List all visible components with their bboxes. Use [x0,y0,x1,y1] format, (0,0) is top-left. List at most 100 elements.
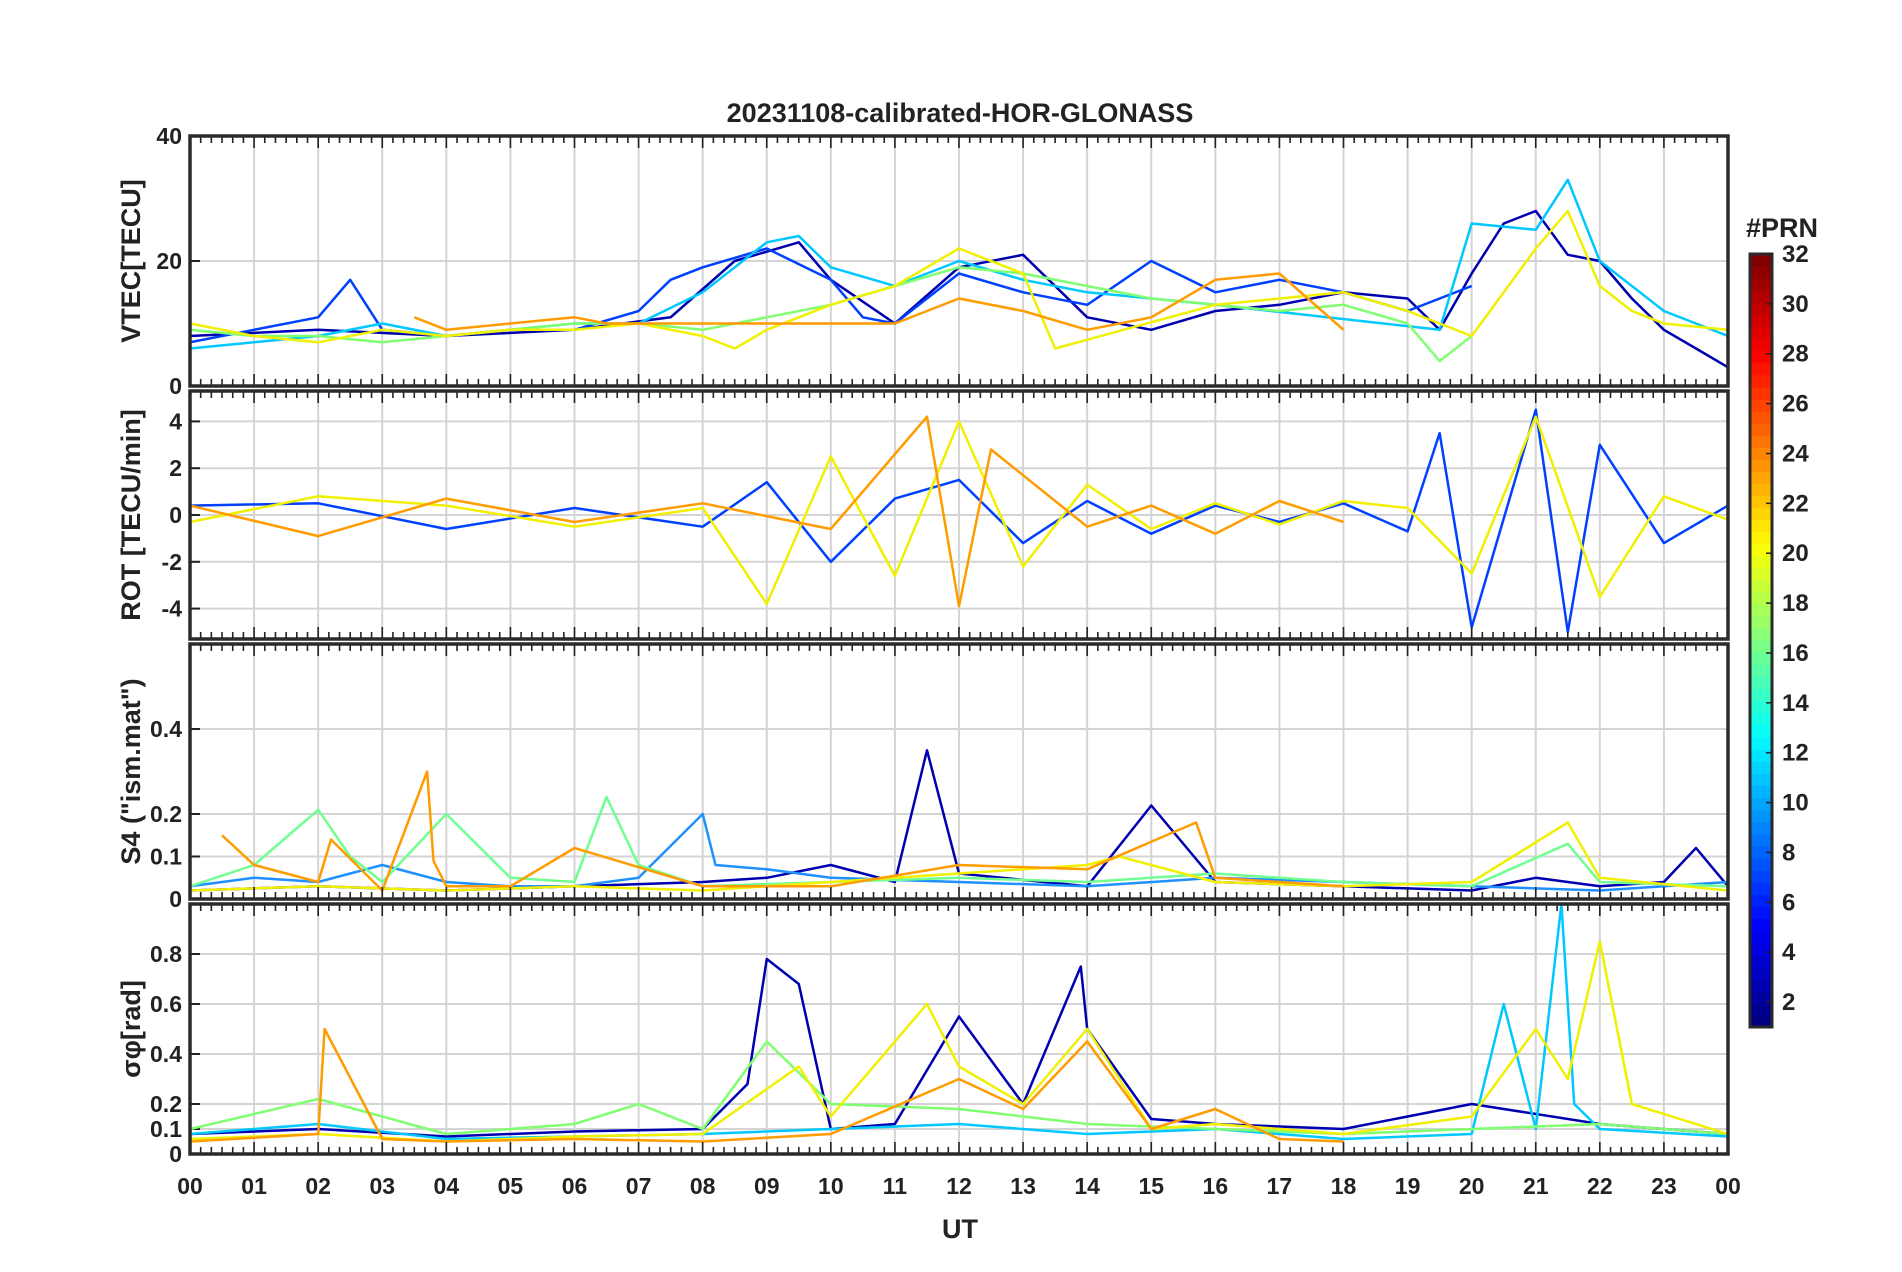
colorbar-segment [1750,954,1772,968]
colorbar-tick-label: 28 [1782,341,1809,368]
panel-frame [188,642,1730,901]
colorbar-title: #PRN [1746,213,1818,243]
x-tick-label: 10 [818,1173,844,1199]
x-tick-label: 05 [498,1173,524,1199]
colorbar-segment [1750,640,1772,654]
y-tick-label: 0 [169,502,182,528]
x-tick-label: 00 [177,1173,203,1199]
colorbar-segment [1750,254,1772,267]
x-tick-label: 02 [305,1173,331,1199]
colorbar-tick-label: 14 [1782,690,1809,717]
colorbar-segment [1750,990,1772,1004]
colorbar-segment [1750,483,1772,497]
x-tick-label: 11 [883,1173,908,1199]
y-tick-label: 2 [169,455,182,481]
colorbar-segment [1750,833,1772,847]
y-tick-label: 0.1 [150,844,182,870]
colorbar-segment [1750,869,1772,883]
colorbar-segment [1750,495,1772,509]
series-line-prn-22 [190,415,1344,608]
colorbar-segment [1750,906,1772,919]
colorbar-segment [1750,652,1772,666]
series-group [190,408,1728,634]
colorbar-segment [1750,519,1772,533]
x-tick-label: 03 [369,1173,395,1199]
colorbar-segment [1750,592,1772,605]
x-tick-label: 18 [1331,1173,1357,1199]
colorbar-tick-label: 10 [1782,790,1809,817]
x-tick-label: 15 [1138,1173,1164,1199]
x-tick-label: 14 [1074,1173,1100,1199]
x-tick-label: 01 [241,1173,267,1199]
colorbar-segment [1750,616,1772,630]
colorbar-tick-label: 24 [1782,440,1809,467]
colorbar-segment [1750,676,1772,690]
colorbar-segment [1750,785,1772,799]
colorbar-segment [1750,302,1772,315]
y-tick-label: 0.6 [150,991,182,1017]
y-axis-label: VTEC[TECU] [116,179,146,343]
x-tick-label: 19 [1395,1173,1421,1199]
colorbar-segment [1750,604,1772,617]
colorbar-segment [1750,942,1772,956]
y-tick-label: 0.2 [150,1091,182,1117]
colorbar-segment [1750,821,1772,835]
colorbar-segment [1750,809,1772,823]
panel-1: 0 20 40 VTEC[TECU] [116,123,1730,399]
colorbar-segment [1750,761,1772,774]
y-tick-label: 0 [169,1141,182,1167]
y-tick-label: -2 [162,549,182,575]
colorbar-segment [1750,362,1772,376]
colorbar-segment [1750,857,1772,871]
colorbar-segment [1750,773,1772,787]
colorbar-segment [1750,1002,1772,1016]
series-group [190,178,1728,369]
colorbar-segment [1750,845,1772,859]
series-group [190,749,1728,892]
colorbar-tick-label: 26 [1782,391,1809,418]
colorbar-segment [1750,725,1772,738]
colorbar-segment [1750,531,1772,545]
colorbar-tick-label: 22 [1782,490,1809,517]
colorbar-segment [1750,580,1772,593]
panel-3: 0 0.1 0.2 0.4S4 ("ism.mat") [116,642,1730,912]
colorbar-segment [1750,278,1772,291]
colorbar-segment [1750,712,1772,726]
x-tick-label: 08 [690,1173,716,1199]
series-line-prn-5 [190,408,1728,634]
y-tick-label: 0 [169,886,182,912]
colorbar-segment [1750,471,1772,485]
colorbar-tick-label: 32 [1782,241,1809,268]
series-line-prn-22 [221,770,1344,892]
x-tick-label: 22 [1587,1173,1613,1199]
colorbar-segment [1750,628,1772,642]
colorbar-segment [1750,338,1772,352]
series-line-prn-20 [190,940,1728,1143]
colorbar-segment [1750,918,1772,931]
panel-frame [188,902,1730,1156]
colorbar-segment [1750,688,1772,702]
colorbar-segment [1750,568,1772,581]
colorbar-segment [1750,797,1772,811]
y-tick-label: 0.1 [150,1116,182,1142]
colorbar-segment [1750,1014,1772,1028]
series-line-prn-5 [190,247,1473,344]
colorbar-tick-label: 18 [1782,590,1809,617]
y-tick-label: 0 [169,373,182,399]
y-tick-label: 0.4 [150,716,182,742]
x-tick-label: 20 [1459,1173,1485,1199]
x-tick-label: 23 [1651,1173,1677,1199]
x-tick-label: 21 [1523,1173,1549,1199]
y-tick-label: 0.8 [150,941,182,967]
colorbar-segment [1750,966,1772,980]
colorbar-tick-label: 20 [1782,540,1809,567]
colorbar-segment [1750,459,1772,473]
x-tick-label: 00 [1715,1173,1741,1199]
colorbar-segment [1750,555,1772,569]
y-tick-label: -4 [162,596,183,622]
y-tick-label: 0.4 [150,1041,182,1067]
colorbar-tick-label: 8 [1782,839,1795,866]
panel-4: 00.10.2 0.4 0.6 0.8σφ[rad] [116,902,1730,1167]
